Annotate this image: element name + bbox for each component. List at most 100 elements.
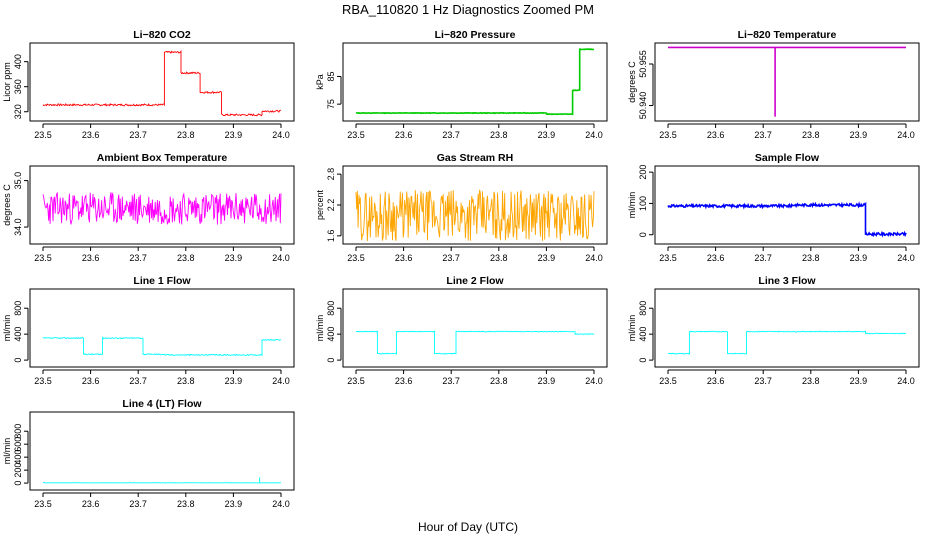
y-tick-label: 0 bbox=[326, 358, 336, 363]
panel-title: Li−820 CO2 bbox=[133, 29, 191, 41]
y-tick-label: 400 bbox=[638, 327, 648, 342]
x-tick-label: 23.6 bbox=[395, 376, 413, 386]
x-tick-label: 23.9 bbox=[225, 499, 243, 509]
y-axis-label: degrees C bbox=[2, 184, 12, 226]
x-tick-label: 24.0 bbox=[585, 130, 603, 140]
data-series-line bbox=[667, 330, 907, 355]
y-axis-label: Licor ppm bbox=[2, 62, 12, 102]
x-tick-label: 23.8 bbox=[802, 376, 820, 386]
x-tick-label: 23.6 bbox=[82, 376, 100, 386]
x-tick-label: 23.7 bbox=[754, 130, 772, 140]
x-tick-label: 24.0 bbox=[272, 253, 290, 263]
plot-frame bbox=[29, 411, 295, 491]
panel-title: Sample Flow bbox=[755, 152, 820, 164]
x-tick-label: 23.5 bbox=[659, 253, 677, 263]
data-series-line bbox=[42, 49, 282, 117]
y-tick-label: 50.940 bbox=[638, 92, 648, 120]
x-tick-label: 23.8 bbox=[177, 130, 195, 140]
x-tick-label: 23.9 bbox=[850, 130, 868, 140]
data-series-line bbox=[42, 336, 282, 357]
y-axis-label: degrees C bbox=[627, 61, 637, 103]
panel-title: Li−820 Pressure bbox=[435, 29, 516, 41]
x-tick-label: 24.0 bbox=[272, 376, 290, 386]
x-tick-label: 23.9 bbox=[538, 376, 556, 386]
x-tick-label: 23.5 bbox=[659, 130, 677, 140]
x-tick-label: 23.5 bbox=[34, 376, 52, 386]
y-tick-label: 800 bbox=[13, 301, 23, 316]
x-tick-label: 23.6 bbox=[395, 130, 413, 140]
panel-6: Sample Flow 0 100 200 ml/min 23.5 23.6 23.7 23.8… bbox=[627, 152, 920, 263]
y-axis-label: percent bbox=[315, 189, 325, 220]
x-tick-label: 24.0 bbox=[585, 253, 603, 263]
y-tick-label: 2.2 bbox=[326, 199, 336, 212]
data-series-line bbox=[42, 191, 282, 225]
x-tick-label: 23.7 bbox=[442, 130, 460, 140]
x-tick-label: 23.9 bbox=[225, 130, 243, 140]
y-tick-label: 200 bbox=[13, 463, 23, 478]
panel-title: Line 1 Flow bbox=[133, 275, 191, 287]
y-tick-label: 0 bbox=[638, 232, 648, 237]
panel-title: Line 3 Flow bbox=[758, 275, 816, 287]
y-tick-label: 400 bbox=[13, 54, 23, 69]
x-tick-label: 24.0 bbox=[897, 253, 915, 263]
plot-frame bbox=[342, 165, 608, 245]
x-tick-label: 23.5 bbox=[34, 253, 52, 263]
y-tick-label: 2.8 bbox=[326, 168, 336, 181]
x-tick-label: 23.7 bbox=[129, 130, 147, 140]
y-axis-label: ml/min bbox=[2, 315, 12, 342]
y-tick-label: 0 bbox=[13, 481, 23, 486]
x-tick-label: 23.7 bbox=[442, 253, 460, 263]
x-tick-label: 23.6 bbox=[395, 253, 413, 263]
x-tick-label: 23.8 bbox=[490, 253, 508, 263]
x-tick-label: 23.6 bbox=[707, 376, 725, 386]
x-tick-label: 24.0 bbox=[897, 376, 915, 386]
x-tick-label: 23.6 bbox=[707, 130, 725, 140]
x-tick-label: 23.7 bbox=[754, 376, 772, 386]
y-tick-label: 400 bbox=[13, 327, 23, 342]
y-axis-label: kPa bbox=[315, 74, 325, 90]
x-tick-label: 23.9 bbox=[850, 376, 868, 386]
plot-frame bbox=[654, 288, 920, 368]
y-tick-label: 200 bbox=[638, 165, 648, 180]
plot-frame bbox=[29, 288, 295, 368]
y-tick-label: 600 bbox=[13, 437, 23, 452]
y-tick-label: 35.0 bbox=[13, 172, 23, 190]
y-tick-label: 50.955 bbox=[638, 50, 648, 78]
plot-frame bbox=[29, 165, 295, 245]
y-axis-label: ml/min bbox=[315, 315, 325, 342]
x-tick-label: 23.8 bbox=[490, 130, 508, 140]
figure-title: RBA_110820 1 Hz Diagnostics Zoomed PM bbox=[342, 2, 594, 17]
y-tick-label: 320 bbox=[13, 104, 23, 119]
y-tick-label: 0 bbox=[638, 358, 648, 363]
x-tick-label: 23.9 bbox=[225, 253, 243, 263]
x-tick-label: 23.7 bbox=[754, 253, 772, 263]
x-tick-label: 23.5 bbox=[347, 253, 365, 263]
y-axis-label: ml/min bbox=[627, 192, 637, 219]
data-series-line bbox=[667, 201, 907, 238]
data-series-line bbox=[355, 48, 595, 116]
x-tick-label: 24.0 bbox=[272, 499, 290, 509]
y-tick-label: 800 bbox=[13, 424, 23, 439]
y-tick-label: 400 bbox=[13, 450, 23, 465]
x-tick-label: 23.5 bbox=[347, 130, 365, 140]
y-tick-label: 400 bbox=[326, 327, 336, 342]
x-tick-label: 23.6 bbox=[82, 253, 100, 263]
x-tick-label: 23.7 bbox=[129, 376, 147, 386]
y-tick-label: 1.6 bbox=[326, 230, 336, 243]
data-series-line bbox=[355, 330, 595, 355]
x-tick-label: 23.8 bbox=[177, 253, 195, 263]
x-tick-label: 24.0 bbox=[272, 130, 290, 140]
x-tick-label: 24.0 bbox=[585, 376, 603, 386]
x-tick-label: 23.6 bbox=[82, 130, 100, 140]
x-tick-label: 23.6 bbox=[707, 253, 725, 263]
y-axis-label: ml/min bbox=[2, 438, 12, 465]
x-tick-label: 23.8 bbox=[802, 253, 820, 263]
plot-frame bbox=[29, 42, 295, 122]
y-tick-label: 100 bbox=[638, 196, 648, 211]
